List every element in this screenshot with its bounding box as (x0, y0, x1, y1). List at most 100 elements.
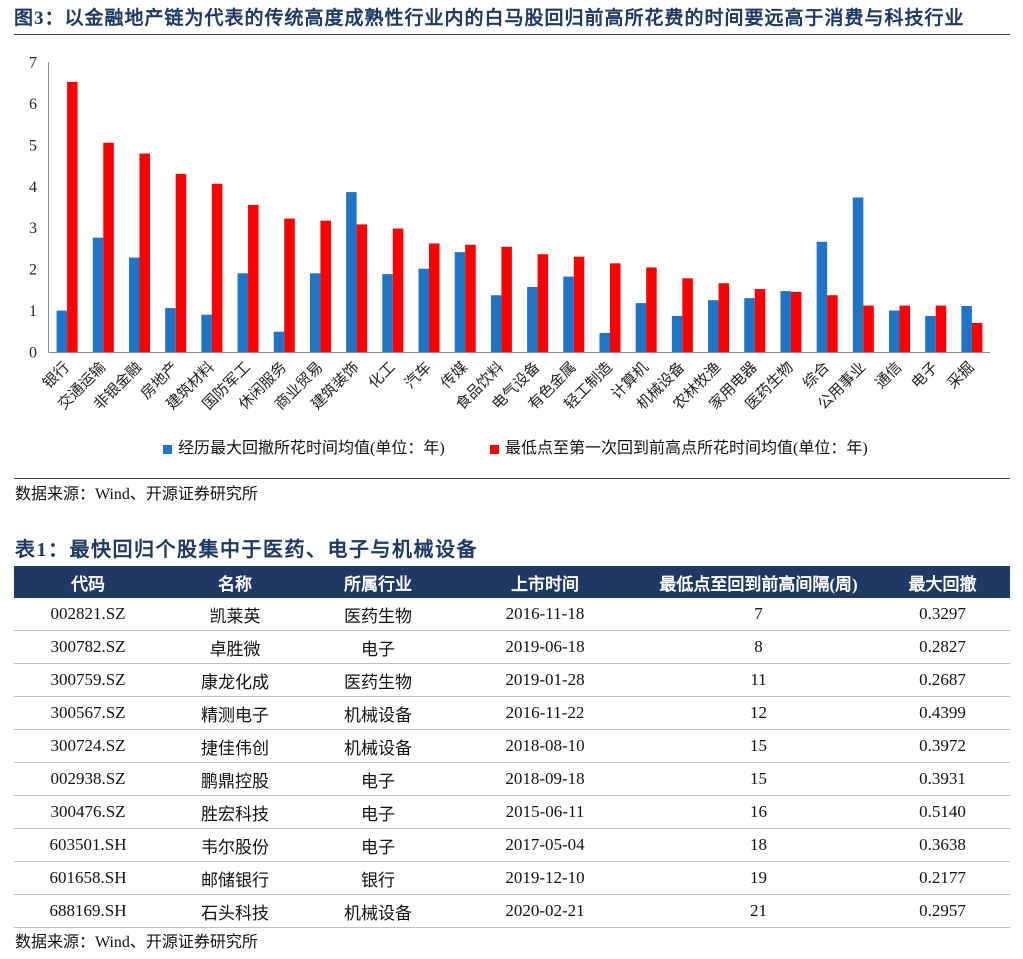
recovery-time-bar (284, 218, 295, 352)
cell-name: 康龙化成 (162, 663, 308, 697)
cell-industry: 机械设备 (308, 696, 448, 730)
cell-listing-date: 2016-11-18 (448, 598, 642, 631)
x-tick-label: 银行 (40, 359, 73, 392)
x-tick-label: 综合 (800, 359, 833, 392)
drawdown-time-bar (563, 276, 574, 352)
x-tick-label: 通信 (872, 359, 905, 392)
cell-name: 石头科技 (162, 894, 308, 928)
drawdown-time-bar (128, 257, 140, 352)
recovery-time-bar (139, 153, 150, 352)
y-tick-label: 3 (29, 220, 37, 237)
recovery-time-bar (573, 256, 585, 352)
recovery-time-bar (465, 244, 476, 352)
drawdown-time-bar (165, 308, 176, 352)
header-max-drawdown: 最大回撤 (875, 566, 1010, 598)
cell-code: 300476.SZ (14, 795, 162, 829)
figure-title: 图3：以金融地产链为代表的传统高度成熟性行业内的白马股回归前高所花费的时间要远高… (14, 8, 965, 29)
drawdown-time-bar (237, 273, 249, 352)
x-tick-label: 采掘 (944, 359, 977, 392)
recovery-time-bar (356, 224, 368, 352)
y-tick-label: 1 (29, 303, 37, 320)
cell-max-drawdown: 0.2177 (875, 861, 1010, 895)
cell-max-drawdown: 0.5140 (875, 795, 1010, 829)
source-divider (14, 478, 1010, 479)
cell-industry: 银行 (308, 861, 448, 895)
legend-item-recovery-time: 最低点至第一次回到前高点所花时间均值(单位：年) (490, 439, 868, 459)
cell-max-drawdown: 0.3931 (875, 762, 1010, 796)
cell-listing-date: 2015-06-11 (448, 795, 642, 829)
cell-recovery-weeks: 8 (642, 630, 875, 664)
cell-max-drawdown: 0.2687 (875, 663, 1010, 697)
cell-listing-date: 2019-12-10 (448, 861, 642, 895)
header-name: 名称 (162, 566, 308, 598)
recovery-time-bar (67, 81, 78, 352)
y-tick-label: 2 (29, 262, 37, 279)
recovery-time-bar (609, 263, 621, 352)
x-tick-label: 化工 (365, 359, 398, 392)
table-row: 300724.SZ 捷佳伟创 机械设备 2018-08-10 15 0.3972 (14, 729, 1010, 763)
legend-swatch-blue (163, 444, 172, 454)
y-tick-label: 4 (29, 179, 37, 196)
drawdown-time-bar (346, 192, 357, 352)
title-underline (14, 34, 1010, 35)
y-tick-label: 0 (29, 345, 37, 362)
header-code: 代码 (14, 566, 162, 598)
cell-name: 精测电子 (162, 696, 308, 730)
table-row: 688169.SH 石头科技 机械设备 2020-02-21 21 0.2957 (14, 894, 1010, 928)
cell-industry: 机械设备 (308, 894, 448, 928)
cell-name: 邮储银行 (162, 861, 308, 895)
cell-code: 300724.SZ (14, 729, 162, 763)
cell-industry: 电子 (308, 630, 448, 664)
cell-recovery-weeks: 19 (642, 861, 875, 895)
y-tick-label: 5 (29, 137, 37, 154)
drawdown-time-bar (961, 306, 972, 352)
table-header-row: 代码 名称 所属行业 上市时间 最低点至回到前高间隔(周) 最大回撤 (14, 566, 1010, 598)
cell-code: 300759.SZ (14, 663, 162, 697)
recovery-time-bar (863, 305, 874, 352)
drawdown-time-bar (527, 286, 538, 352)
drawdown-time-bar (490, 295, 502, 352)
cell-listing-date: 2019-06-18 (448, 630, 642, 664)
table-row: 603501.SH 韦尔股份 电子 2017-05-04 18 0.3638 (14, 828, 1010, 862)
cell-listing-date: 2019-01-28 (448, 663, 642, 697)
legend-swatch-red (490, 444, 499, 454)
cell-max-drawdown: 0.2827 (875, 630, 1010, 664)
legend-item-drawdown-time: 经历最大回撤所花时间均值(单位：年) (163, 439, 445, 459)
cell-listing-date: 2017-05-04 (448, 828, 642, 862)
recovery-time-bar (175, 173, 187, 352)
cell-recovery-weeks: 7 (642, 598, 875, 631)
table-source-note: 数据来源：Wind、开源证券研究所 (15, 934, 258, 951)
cell-industry: 电子 (308, 795, 448, 829)
bar-chart: 01234567银行交通运输非银金融房地产建筑材料国防军工休闲服务商业贸易建筑装… (29, 55, 990, 413)
drawdown-time-bar (418, 268, 430, 352)
x-tick-label: 传媒 (438, 359, 471, 392)
recovery-time-bar (646, 267, 657, 352)
cell-max-drawdown: 0.3638 (875, 828, 1010, 862)
table-row: 300782.SZ 卓胜微 电子 2019-06-18 8 0.2827 (14, 630, 1010, 664)
cell-code: 300567.SZ (14, 696, 162, 730)
cell-code: 002938.SZ (14, 762, 162, 796)
drawdown-time-bar (780, 291, 791, 352)
cell-name: 鹏鼎控股 (162, 762, 308, 796)
drawdown-time-bar (671, 315, 683, 352)
table-row: 300567.SZ 精测电子 机械设备 2016-11-22 12 0.4399 (14, 696, 1010, 730)
recovery-time-bar (935, 305, 947, 352)
table-row: 002821.SZ 凯莱英 医药生物 2016-11-18 7 0.3297 (14, 598, 1010, 631)
recovery-time-bar (682, 278, 693, 352)
cell-industry: 医药生物 (308, 663, 448, 697)
cell-recovery-weeks: 21 (642, 894, 875, 928)
header-industry: 所属行业 (308, 566, 448, 598)
cell-industry: 电子 (308, 828, 448, 862)
drawdown-time-bar (273, 331, 285, 352)
table-row: 601658.SH 邮储银行 银行 2019-12-10 19 0.2177 (14, 861, 1010, 895)
cell-recovery-weeks: 18 (642, 828, 875, 862)
cell-recovery-weeks: 12 (642, 696, 875, 730)
drawdown-time-bar (635, 303, 647, 352)
drawdown-time-bar (201, 314, 212, 352)
drawdown-time-bar (309, 273, 321, 352)
cell-recovery-weeks: 16 (642, 795, 875, 829)
cell-code: 603501.SH (14, 828, 162, 862)
cell-max-drawdown: 0.4399 (875, 696, 1010, 730)
drawdown-time-bar (925, 315, 936, 352)
